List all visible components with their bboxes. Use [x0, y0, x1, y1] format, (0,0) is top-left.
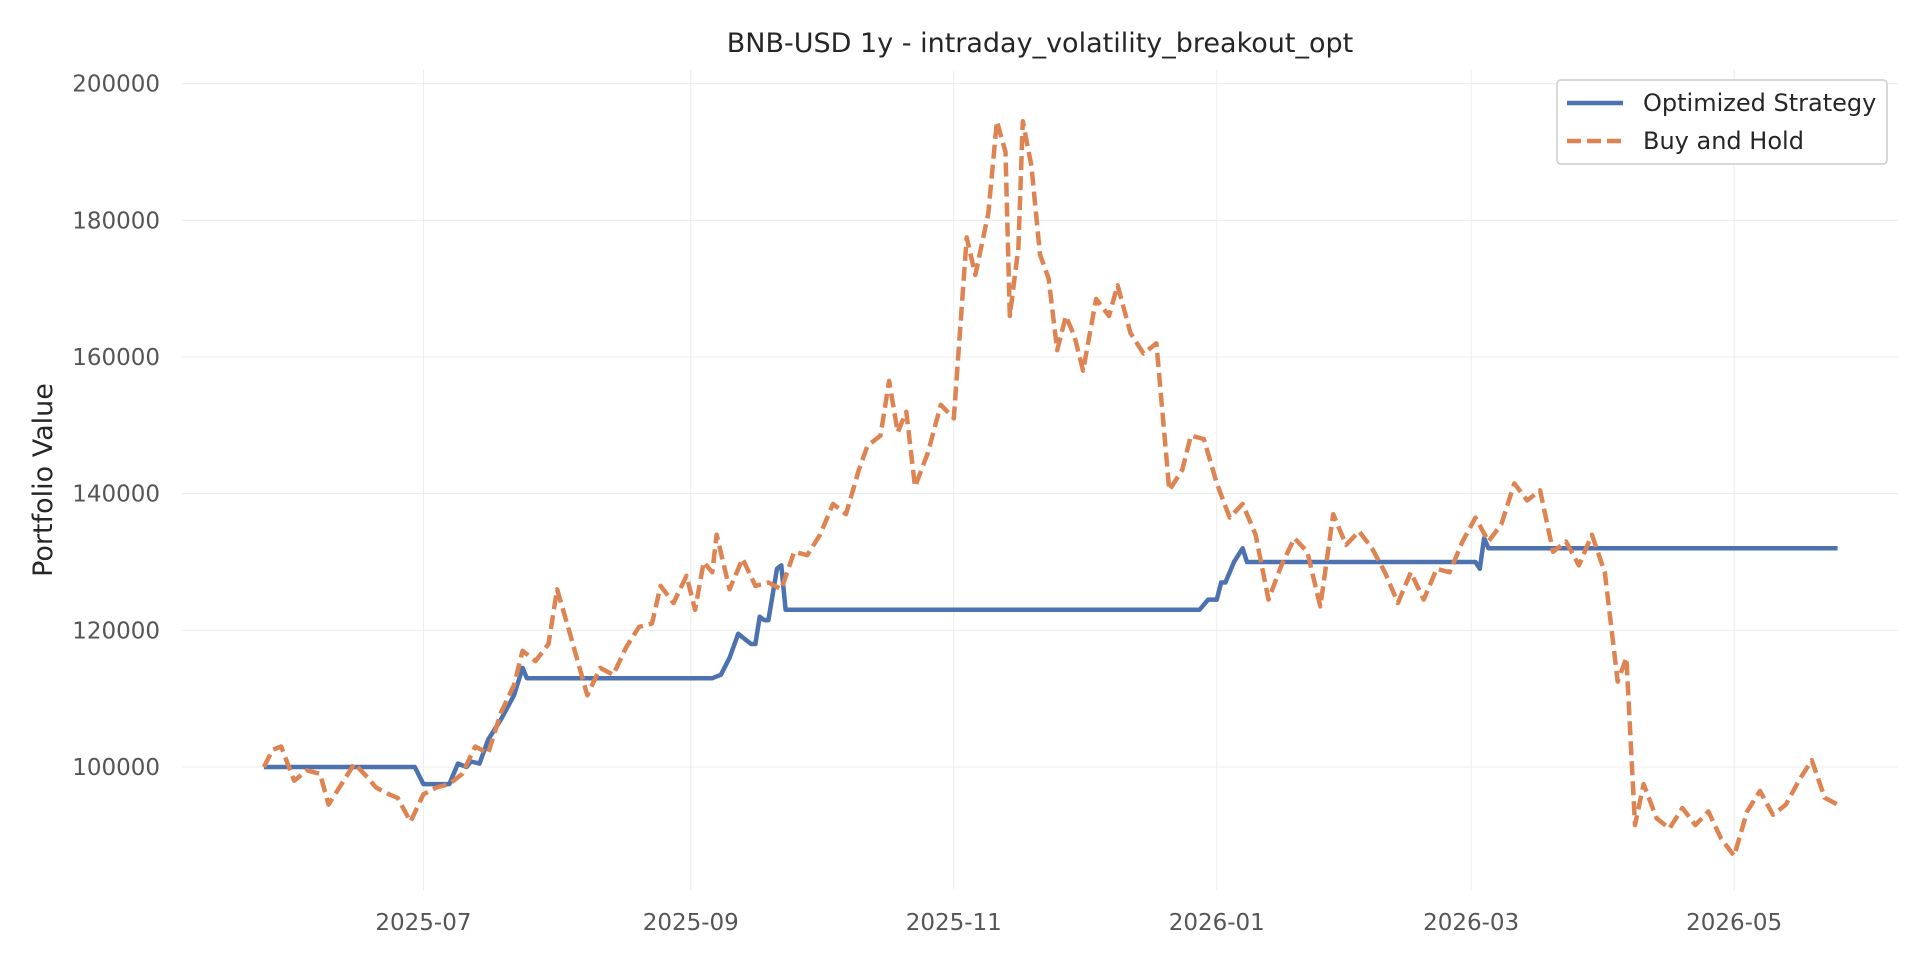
y-axis-label: Portfolio Value: [28, 383, 59, 577]
legend-label: Buy and Hold: [1643, 127, 1804, 155]
y-tick-label: 160000: [72, 345, 160, 371]
series-line-buy-and-hold: [261, 119, 1839, 859]
x-tick-label: 2026-01: [1169, 910, 1265, 936]
x-tick-label: 2025-07: [375, 910, 471, 936]
x-tick-label: 2025-11: [906, 910, 1002, 936]
x-tick-label: 2026-03: [1423, 910, 1519, 936]
x-axis-ticks: 2025-07 2025-09 2025-11 2026-01 2026-03 2026-…: [375, 910, 1782, 936]
series-line-optimized-strategy: [263, 535, 1838, 787]
y-tick-label: 200000: [72, 72, 160, 98]
grid: [182, 70, 1898, 890]
series-lines: [261, 119, 1839, 859]
chart-title: BNB-USD 1y - intraday_volatility_breakou…: [727, 28, 1353, 59]
y-tick-label: 140000: [72, 482, 160, 508]
y-tick-label: 120000: [72, 618, 160, 644]
y-axis-ticks: 100000 120000 140000 160000 180000 200000: [72, 72, 160, 781]
legend-box: [1556, 79, 1888, 165]
x-tick-label: 2025-09: [643, 910, 739, 936]
x-tick-label: 2026-05: [1686, 910, 1782, 936]
y-tick-label: 100000: [72, 755, 160, 781]
legend-label: Optimized Strategy: [1643, 89, 1876, 117]
legend: Optimized Strategy Buy and Hold: [1556, 79, 1888, 165]
y-tick-label: 180000: [72, 208, 160, 234]
